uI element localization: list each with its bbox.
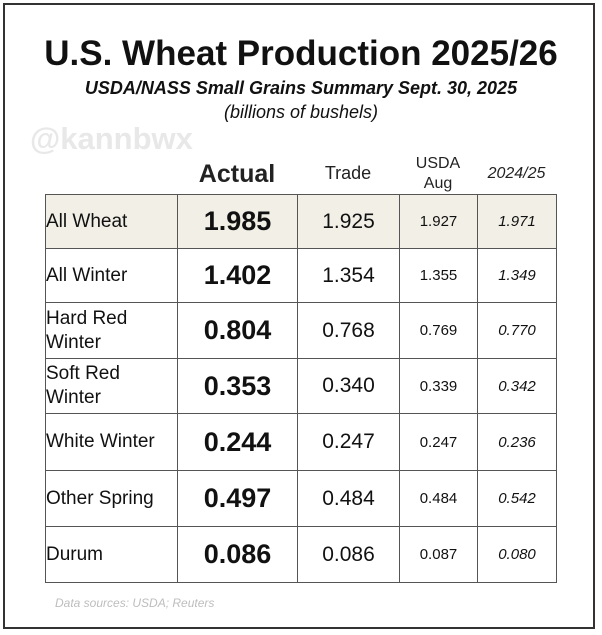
- cell-usda: 0.484: [399, 470, 478, 527]
- cell-trade: 0.484: [297, 470, 400, 527]
- column-header-actual-line: Actual: [198, 160, 276, 188]
- row-label: Other Spring: [45, 470, 178, 527]
- row-label-line: All Wheat: [46, 210, 128, 232]
- column-header-prior-line: 2024/25: [487, 165, 546, 182]
- cell-actual: 0.804: [177, 302, 298, 359]
- cell-trade: 1.925: [297, 194, 400, 249]
- row-label: Soft Red Winter: [45, 358, 178, 414]
- table-row: Soft Red Winter 0.353 0.340 0.339 0.342: [45, 358, 557, 414]
- table-row: Hard Red Winter 0.804 0.768 0.769 0.770: [45, 302, 557, 359]
- cell-actual: 0.353: [177, 358, 298, 414]
- table-row: All Wheat 1.985 1.925 1.927 1.971: [45, 194, 557, 249]
- cell-prior: 1.349: [477, 248, 557, 303]
- column-header-usda-aug: USDA Aug: [399, 154, 477, 194]
- cell-actual: 1.402: [177, 248, 298, 303]
- cell-prior: 0.080: [477, 526, 557, 583]
- cell-trade: 0.768: [297, 302, 400, 359]
- table-row: All Winter 1.402 1.354 1.355 1.349: [45, 248, 557, 303]
- column-header-trade: Trade: [297, 163, 399, 183]
- row-label-line: Soft Red: [46, 363, 120, 384]
- wheat-production-table: All Wheat 1.985 1.925 1.927 1.971 All Winter 1…: [45, 194, 557, 583]
- page-title: U.S. Wheat Production 2025/26: [44, 34, 558, 73]
- row-label-line: Hard Red: [46, 307, 128, 329]
- cell-prior: 1.971: [477, 194, 557, 249]
- cell-prior: 0.236: [477, 413, 557, 471]
- units-note: (billions of bushels): [223, 102, 379, 122]
- row-label: Durum: [45, 526, 178, 583]
- table-row: Durum 0.086 0.086 0.087 0.080: [45, 526, 557, 583]
- row-label: All Wheat: [45, 194, 178, 249]
- row-label-line: Durum: [46, 543, 104, 565]
- card-frame: [3, 3, 595, 629]
- row-label: All Winter: [45, 248, 178, 303]
- row-label: Hard Red Winter: [45, 302, 178, 359]
- table-row: White Winter 0.244 0.247 0.247 0.236: [45, 413, 557, 471]
- cell-usda: 0.769: [399, 302, 478, 359]
- row-label-line: Winter: [46, 387, 101, 408]
- table-body: All Wheat 1.985 1.925 1.927 1.971 All Winter 1…: [45, 194, 557, 583]
- cell-usda: 1.927: [399, 194, 478, 249]
- cell-prior: 0.342: [477, 358, 557, 414]
- row-label-line: All Winter: [46, 264, 128, 286]
- cell-usda: 0.339: [399, 358, 478, 414]
- cell-usda: 1.355: [399, 248, 478, 303]
- data-sources-footer: Data sources: USDA; Reuters: [55, 596, 215, 610]
- page-subtitle: USDA/NASS Small Grains Summary Sept. 30,…: [84, 78, 518, 98]
- column-header-actual: Actual: [177, 159, 297, 189]
- cell-trade: 0.340: [297, 358, 400, 414]
- column-header-2024-25: 2024/25: [477, 164, 556, 184]
- cell-prior: 0.770: [477, 302, 557, 359]
- cell-actual: 0.086: [177, 526, 298, 583]
- column-header-usda-line-2: Aug: [423, 175, 453, 192]
- cell-trade: 1.354: [297, 248, 400, 303]
- cell-usda: 0.087: [399, 526, 478, 583]
- cell-actual: 0.497: [177, 470, 298, 527]
- cell-prior: 0.542: [477, 470, 557, 527]
- cell-actual: 0.244: [177, 413, 298, 471]
- cell-usda: 0.247: [399, 413, 478, 471]
- watermark: @kannbwx: [30, 121, 193, 156]
- column-header-usda-line-1: USDA: [415, 155, 461, 172]
- row-label-line: Winter: [46, 331, 101, 353]
- row-label: White Winter: [45, 413, 178, 471]
- row-label-line: Other Spring: [46, 487, 154, 509]
- cell-actual: 1.985: [177, 194, 298, 249]
- cell-trade: 0.247: [297, 413, 400, 471]
- row-label-line: White Winter: [46, 431, 155, 452]
- column-header-trade-line: Trade: [324, 163, 372, 183]
- table-row: Other Spring 0.497 0.484 0.484 0.542: [45, 470, 557, 527]
- cell-trade: 0.086: [297, 526, 400, 583]
